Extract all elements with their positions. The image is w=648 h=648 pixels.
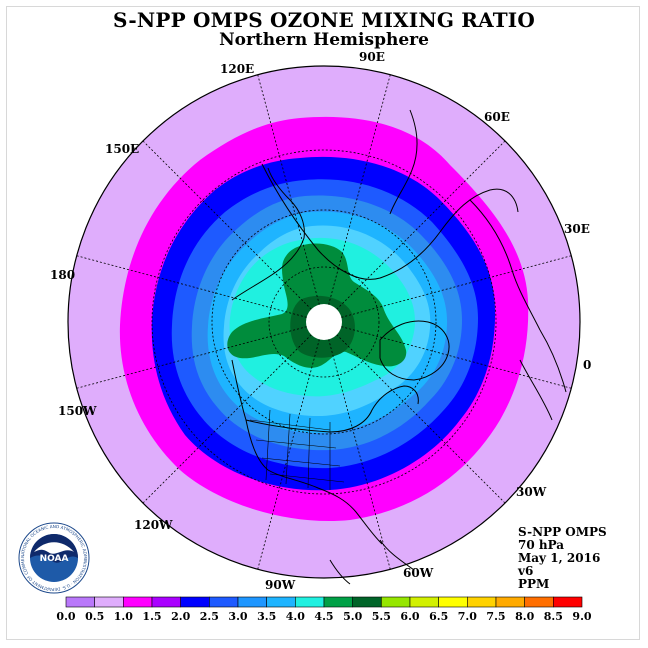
lon-label-30w: 30W xyxy=(516,485,547,499)
colorbar-swatch xyxy=(266,596,296,608)
coastline-greenland xyxy=(379,320,450,381)
state-lines xyxy=(249,409,345,490)
colorbar-swatch xyxy=(381,596,411,608)
info-version: v6 xyxy=(518,564,534,578)
colorbar-tick-label: 5.0 xyxy=(343,610,362,623)
lon-label-90e: 90E xyxy=(359,50,385,64)
colorbar-swatch xyxy=(65,596,95,608)
colorbar-tick-label: 6.0 xyxy=(400,610,419,623)
colorbar-tick-label: 0.0 xyxy=(56,610,75,623)
colorbar-tick-label: 7.5 xyxy=(486,610,505,623)
colorbar-swatch xyxy=(352,596,382,608)
colorbar-tick-label: 8.5 xyxy=(544,610,563,623)
colorbar-swatch xyxy=(209,596,239,608)
info-satellite: S-NPP OMPS xyxy=(518,525,607,539)
page-title: S-NPP OMPS OZONE MIXING RATIO xyxy=(113,8,535,32)
colorbar-swatch xyxy=(123,596,153,608)
colorbar-swatch xyxy=(553,596,583,608)
colorbar-swatch xyxy=(151,596,181,608)
colorbar-swatch xyxy=(438,596,468,608)
lon-label-60w: 60W xyxy=(403,566,434,580)
colorbar-tick-label: 7.0 xyxy=(458,610,477,623)
colorbar-swatch xyxy=(237,596,267,608)
lon-label-0: 0 xyxy=(583,358,592,372)
colorbar-tick-label: 2.0 xyxy=(171,610,190,623)
colorbar-tick-label: 4.5 xyxy=(314,610,333,623)
colorbar-tick-label: 0.5 xyxy=(85,610,104,623)
colorbar-swatch xyxy=(409,596,439,608)
us-states-grid xyxy=(249,409,345,490)
info-date: May 1, 2016 xyxy=(518,551,601,565)
colorbar-tick-label: 6.5 xyxy=(429,610,448,623)
latitude-circle xyxy=(211,209,437,435)
page-frame xyxy=(6,6,640,640)
colorbar-swatch xyxy=(295,596,325,608)
lon-label-150e: 150E xyxy=(105,142,140,156)
colorbar-tick-label: 9.0 xyxy=(572,610,591,623)
latitude-circle xyxy=(151,149,497,495)
info-block: S-NPP OMPS 70 hPa May 1, 2016 v6 PPM xyxy=(518,526,607,591)
colorbar-tick-label: 3.0 xyxy=(228,610,247,623)
coastlines xyxy=(231,109,567,585)
noaa-logo: NATIONAL OCEANIC AND ATMOSPHERIC ADMINIS… xyxy=(18,522,90,594)
page-subtitle: Northern Hemisphere xyxy=(219,30,429,50)
colorbar-tick-label: 8.0 xyxy=(515,610,534,623)
coastline-south-america xyxy=(329,539,415,585)
lon-label-150w: 150W xyxy=(58,404,97,418)
colorbar-swatch xyxy=(94,596,124,608)
colorbar-swatch xyxy=(180,596,210,608)
colorbar-swatch xyxy=(467,596,497,608)
colorbar-tick-label: 2.5 xyxy=(200,610,219,623)
info-unit: PPM xyxy=(518,577,550,591)
lon-label-180: 180 xyxy=(50,268,76,282)
colorbar-tick-label: 3.5 xyxy=(257,610,276,623)
lon-label-120w: 120W xyxy=(134,518,173,532)
lon-label-60e: 60E xyxy=(484,110,510,124)
colorbar-swatch xyxy=(524,596,554,608)
colorbar-tick-label: 5.5 xyxy=(372,610,391,623)
pole-hole xyxy=(306,304,342,340)
colorbar-swatch xyxy=(495,596,525,608)
colorbar-swatch xyxy=(323,596,353,608)
colorbar-tick-label: 1.0 xyxy=(114,610,133,623)
coastline-siberia xyxy=(231,167,305,301)
lon-label-30e: 30E xyxy=(564,222,590,236)
graticule xyxy=(76,74,572,570)
lon-label-90w: 90W xyxy=(265,578,296,592)
coastline-europe xyxy=(519,329,567,421)
colorbar-tick-label: 1.5 xyxy=(142,610,161,623)
noaa-logo-text: NOAA xyxy=(40,554,69,564)
latitude-circle xyxy=(268,266,380,378)
info-pressure: 70 hPa xyxy=(518,538,565,552)
lon-label-120e: 120E xyxy=(220,62,255,76)
colorbar-tick-label: 4.0 xyxy=(286,610,305,623)
map-boundary xyxy=(67,65,581,579)
